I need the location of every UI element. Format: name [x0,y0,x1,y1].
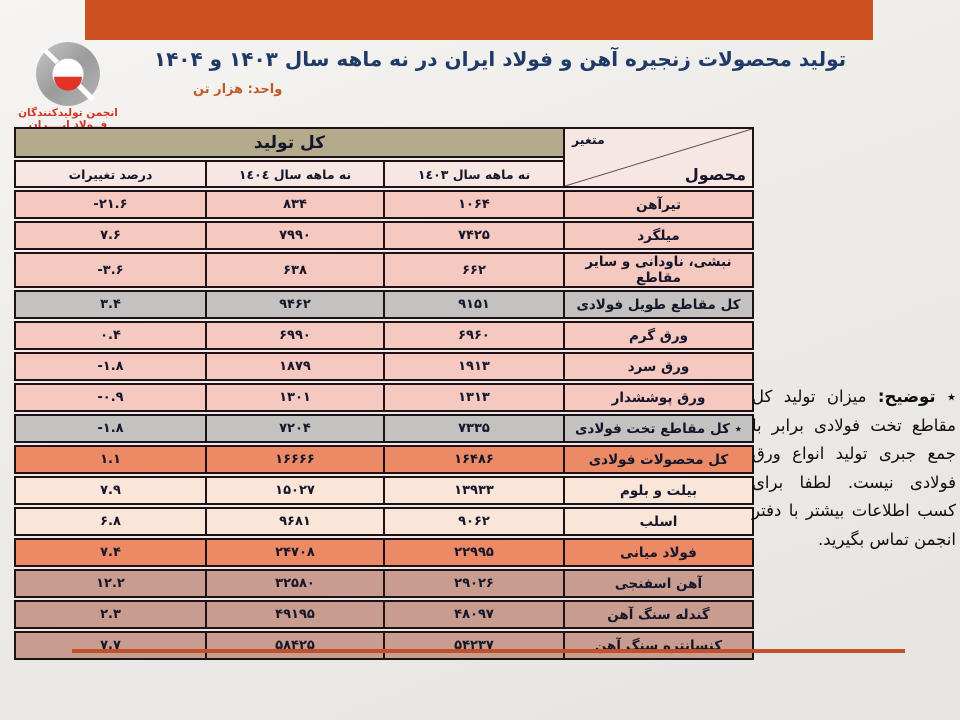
pct-change-cell: ۱۲.۲ [14,569,205,598]
value-1403-cell: ۶۹۶۰ [383,321,563,350]
product-cell: تیرآهن [563,190,754,219]
page-title: تولید محصولات زنجیره آهن و فولاد ایران د… [153,47,847,71]
pct-change-cell: ۳.۴ [14,290,205,319]
table-row: گندله سنگ آهن ۴۸۰۹۷ ۴۹۱۹۵ ۲.۳ [14,600,754,629]
explanation-note: ٭ توضیح: میزان تولید کل مقاطع تخت فولادی… [752,383,956,554]
value-1404-cell: ۶۹۹۰ [205,321,383,350]
table-row: کنسانتره سنگ آهن ۵۴۲۳۷ ۵۸۴۲۵ ۷.۷ [14,631,754,660]
table-row: نبشی، ناودانی و سایر مقاطع ۶۶۲ ۶۳۸ -۳.۶ [14,252,754,288]
col-header-1403: نه ماهه سال ١٤٠٣ [383,160,563,188]
value-1404-cell: ۵۸۴۲۵ [205,631,383,660]
production-table: متغیر محصول کل تولید نه ماهه سال ١٤٠٣ نه… [14,125,754,662]
value-1404-cell: ۱۳۰۱ [205,383,383,412]
note-star: ٭ [947,387,956,406]
col-header-pct-change: درصد تغییرات [14,160,205,188]
product-cell: میلگرد [563,221,754,250]
logo-text-line2: فــولاد ایــــران [28,118,108,131]
value-1403-cell: ۴۸۰۹۷ [383,600,563,629]
product-cell: گندله سنگ آهن [563,600,754,629]
pct-change-cell: ۷.۷ [14,631,205,660]
bottom-accent-line [72,649,905,653]
note-label: توضیح: [877,387,936,406]
value-1404-cell: ۹۴۶۲ [205,290,383,319]
header-row-2: نه ماهه سال ١٤٠٣ نه ماهه سال ١٤٠٤ درصد ت… [14,160,754,188]
diagonal-divider [565,129,752,186]
value-1403-cell: ۱۳۹۳۳ [383,476,563,505]
value-1403-cell: ۲۹۰۲۶ [383,569,563,598]
value-1404-cell: ۷۲۰۴ [205,414,383,443]
pct-change-cell: ۱.۱ [14,445,205,474]
product-cell: کل مقاطع طویل فولادی [563,290,754,319]
pct-change-cell: ۶.۸ [14,507,205,536]
col-header-1404: نه ماهه سال ١٤٠٤ [205,160,383,188]
product-cell: ورق گرم [563,321,754,350]
value-1404-cell: ۱۶۶۶۶ [205,445,383,474]
product-cell: ورق پوششدار [563,383,754,412]
table-row-subtotal: ٭ کل مقاطع تخت فولادی ۷۳۳۵ ۷۲۰۴ -۱.۸ [14,414,754,443]
product-cell: ٭ کل مقاطع تخت فولادی [563,414,754,443]
value-1404-cell: ۲۴۷۰۸ [205,538,383,567]
steel-association-logo: انجمن تولیدکنندگان فــولاد ایــــران [16,40,120,131]
value-1403-cell: ۱۳۱۳ [383,383,563,412]
value-1403-cell: ۷۴۲۵ [383,221,563,250]
pct-change-cell: -۱.۸ [14,352,205,381]
logo-swirl-icon [36,42,100,106]
pct-change-cell: ۷.۶ [14,221,205,250]
product-cell: آهن اسفنجی [563,569,754,598]
pct-change-cell: -۱.۸ [14,414,205,443]
table-row: آهن اسفنجی ۲۹۰۲۶ ۳۲۵۸۰ ۱۲.۲ [14,569,754,598]
value-1403-cell: ۷۳۳۵ [383,414,563,443]
top-accent-bar [85,0,873,40]
table-row-total: کل محصولات فولادی ۱۶۴۸۶ ۱۶۶۶۶ ۱.۱ [14,445,754,474]
product-cell: اسلب [563,507,754,536]
value-1403-cell: ۲۲۹۹۵ [383,538,563,567]
product-cell: بیلت و بلوم [563,476,754,505]
table-row: بیلت و بلوم ۱۳۹۳۳ ۱۵۰۲۷ ۷.۹ [14,476,754,505]
table-row: اسلب ۹۰۶۲ ۹۶۸۱ ۶.۸ [14,507,754,536]
logo-text-line1: انجمن تولیدکنندگان [18,107,118,119]
corner-variable-label: متغیر [572,132,605,147]
value-1403-cell: ۹۱۵۱ [383,290,563,319]
table-row: میلگرد ۷۴۲۵ ۷۹۹۰ ۷.۶ [14,221,754,250]
pct-change-cell: ۷.۴ [14,538,205,567]
corner-product-label: محصول [684,165,746,184]
value-1404-cell: ۱۵۰۲۷ [205,476,383,505]
value-1404-cell: ۱۸۷۹ [205,352,383,381]
value-1404-cell: ۸۳۴ [205,190,383,219]
header-row-1: متغیر محصول کل تولید [14,127,754,188]
pct-change-cell: ۰.۴ [14,321,205,350]
value-1403-cell: ۱۹۱۳ [383,352,563,381]
unit-label: واحد: هزار تن [193,82,283,97]
value-1404-cell: ۹۶۸۱ [205,507,383,536]
total-production-header: کل تولید [14,127,563,158]
product-cell: فولاد میانی [563,538,754,567]
corner-header-cell: متغیر محصول [563,127,754,188]
value-1403-cell: ۶۶۲ [383,252,563,288]
value-1403-cell: ۱۰۶۴ [383,190,563,219]
value-1403-cell: ۵۴۲۳۷ [383,631,563,660]
product-cell: ورق سرد [563,352,754,381]
pct-change-cell: -۳.۶ [14,252,205,288]
note-text: میزان تولید کل مقاطع تخت فولادی برابر با… [752,387,956,549]
table-row-subtotal: کل مقاطع طویل فولادی ۹۱۵۱ ۹۴۶۲ ۳.۴ [14,290,754,319]
value-1404-cell: ۷۹۹۰ [205,221,383,250]
product-cell: نبشی، ناودانی و سایر مقاطع [563,252,754,288]
table-row: ورق سرد ۱۹۱۳ ۱۸۷۹ -۱.۸ [14,352,754,381]
product-cell: کنسانتره سنگ آهن [563,631,754,660]
product-cell: کل محصولات فولادی [563,445,754,474]
pct-change-cell: -۰.۹ [14,383,205,412]
table-row: ورق پوششدار ۱۳۱۳ ۱۳۰۱ -۰.۹ [14,383,754,412]
value-1403-cell: ۹۰۶۲ [383,507,563,536]
value-1404-cell: ۶۳۸ [205,252,383,288]
value-1403-cell: ۱۶۴۸۶ [383,445,563,474]
value-1404-cell: ۴۹۱۹۵ [205,600,383,629]
value-1404-cell: ۳۲۵۸۰ [205,569,383,598]
table-row-total: فولاد میانی ۲۲۹۹۵ ۲۴۷۰۸ ۷.۴ [14,538,754,567]
table-row: ورق گرم ۶۹۶۰ ۶۹۹۰ ۰.۴ [14,321,754,350]
pct-change-cell: ۷.۹ [14,476,205,505]
pct-change-cell: -۲۱.۶ [14,190,205,219]
pct-change-cell: ۲.۳ [14,600,205,629]
table-row: تیرآهن ۱۰۶۴ ۸۳۴ -۲۱.۶ [14,190,754,219]
